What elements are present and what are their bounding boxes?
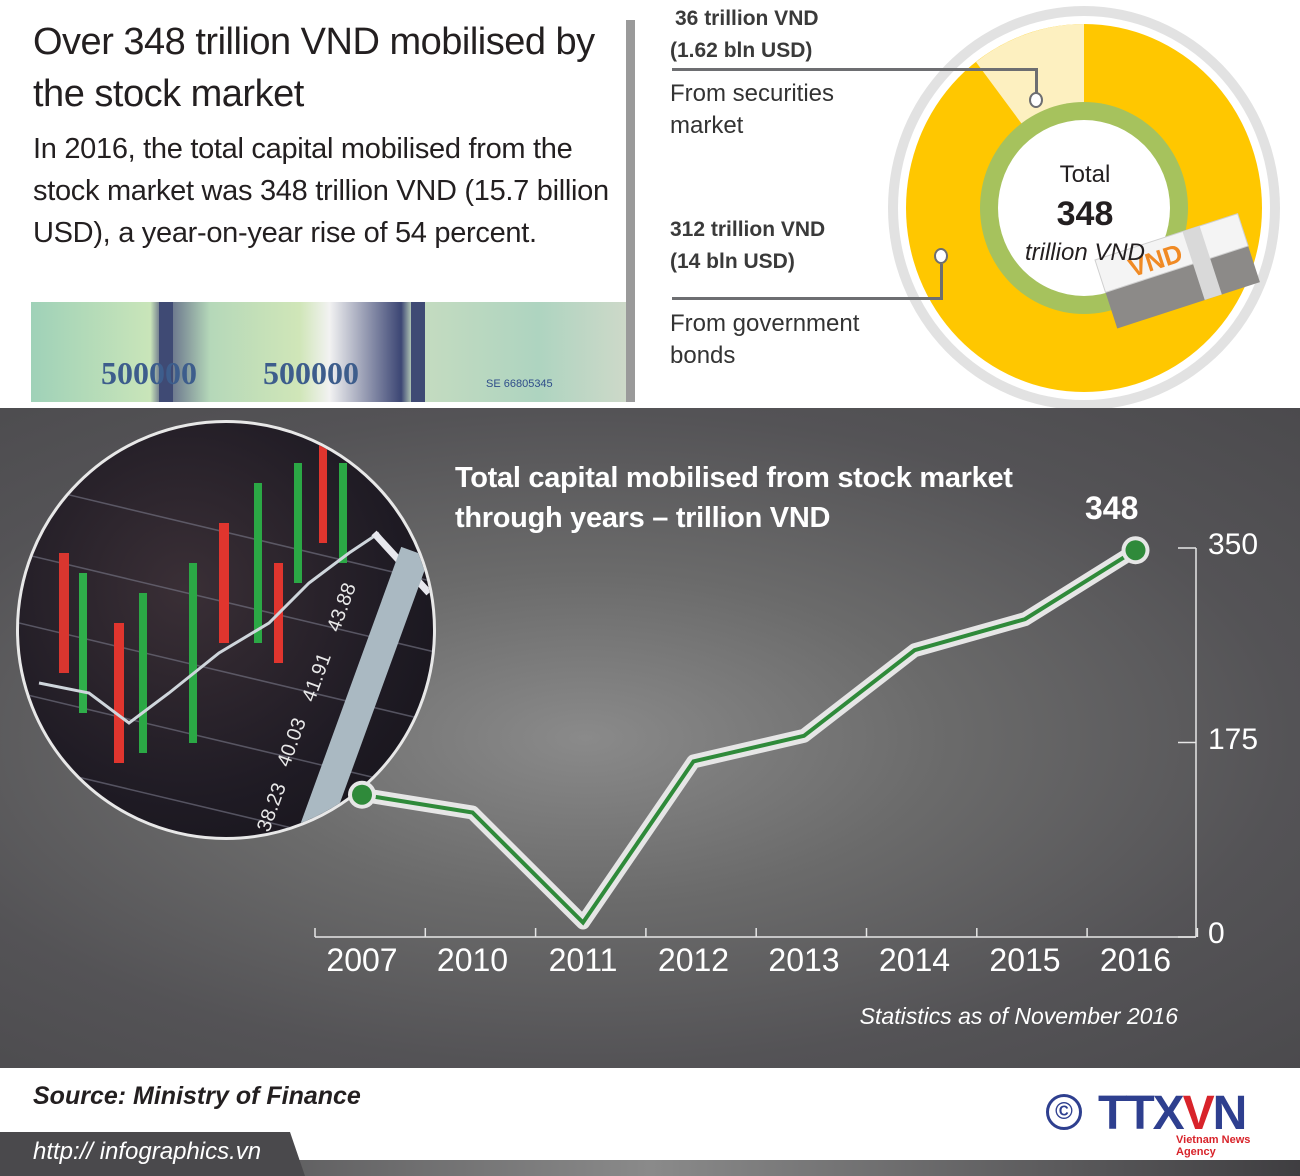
vnd-money-stack-icon: VND: [1094, 213, 1260, 329]
photo-divider: [411, 302, 425, 402]
logo-wordmark: TTXVN: [1098, 1086, 1248, 1141]
chart-title: Total capital mobilised from stock marke…: [455, 462, 1013, 534]
data-point-marker[interactable]: [352, 784, 372, 805]
banknote-value: 500000: [263, 355, 359, 391]
logo-tagline: Vietnam News Agency: [1176, 1134, 1251, 1158]
statistics-note: Statistics as of November 2016: [859, 1003, 1178, 1029]
x-axis-label: 2007: [326, 942, 398, 978]
banknote-photo-strip: 500000 500000 SE 66805345: [31, 302, 628, 402]
bonds-value: 312 trillion VND: [670, 218, 826, 241]
securities-leader-line: [1035, 68, 1038, 94]
x-axis-label: 2015: [989, 942, 1061, 978]
logo-text: N: [1212, 1087, 1248, 1140]
y-axis-label: 350: [1208, 528, 1259, 561]
stock-candlestick-illustration: 43.88 41.91 40.03 38.23: [19, 443, 433, 837]
x-axis-label: 2011: [548, 942, 618, 978]
securities-leader-line: [672, 68, 1038, 71]
bonds-leader-line: [672, 297, 943, 300]
bonds-leader-dot: [934, 248, 948, 264]
chart-series-line: [348, 536, 1150, 930]
stock-chart-photo: 43.88 41.91 40.03 38.23: [16, 420, 436, 840]
chart-axes: [314, 547, 1199, 938]
securities-leader-dot: [1029, 92, 1043, 108]
highlight-value-label: 348: [1085, 490, 1139, 526]
url-bar: [0, 1132, 1300, 1176]
securities-desc: From securities market: [670, 80, 835, 139]
y-axis-label: 0: [1208, 917, 1225, 950]
securities-value: 36 trillion VND: [675, 7, 819, 30]
vertical-divider: [626, 20, 635, 402]
banknote-value: 500000: [101, 355, 197, 391]
donut-center: Total 348 trillion VND: [1010, 160, 1160, 268]
x-axis-label: 2016: [1099, 942, 1172, 978]
headline: Over 348 trillion VND mobilised by the s…: [33, 21, 595, 115]
total-unit: trillion VND: [1024, 239, 1146, 266]
infographics-link[interactable]: http:// infographics.vn: [33, 1138, 262, 1165]
bonds-usd: (14 bln USD): [670, 250, 795, 273]
bonds-desc: From government bonds: [670, 310, 860, 369]
logo-text-v: V: [1182, 1087, 1215, 1140]
x-axis-label: 2010: [436, 942, 509, 978]
lede-text: In 2016, the total capital mobilised fro…: [33, 133, 609, 249]
total-value: 348: [1056, 195, 1114, 233]
data-point-marker[interactable]: [1125, 540, 1146, 561]
x-axis-label: 2013: [768, 942, 840, 978]
y-axis-label: 175: [1208, 722, 1259, 756]
photo-divider: [159, 302, 173, 402]
x-axis-label: 2012: [657, 942, 730, 978]
banknote-serial: SE 66805345: [486, 378, 553, 390]
securities-usd: (1.62 bln USD): [670, 39, 813, 62]
source-credit: Source: Ministry of Finance: [33, 1082, 361, 1110]
total-label: Total: [1059, 161, 1111, 188]
logo-text: TTX: [1098, 1087, 1185, 1140]
ttxvn-logo: © TTXVN Vietnam News Agency: [1046, 1087, 1276, 1158]
bonds-leader-line: [940, 264, 943, 299]
line-chart: [314, 536, 1199, 938]
copyright-icon: ©: [1046, 1094, 1082, 1130]
x-axis-label: 2014: [878, 942, 951, 978]
